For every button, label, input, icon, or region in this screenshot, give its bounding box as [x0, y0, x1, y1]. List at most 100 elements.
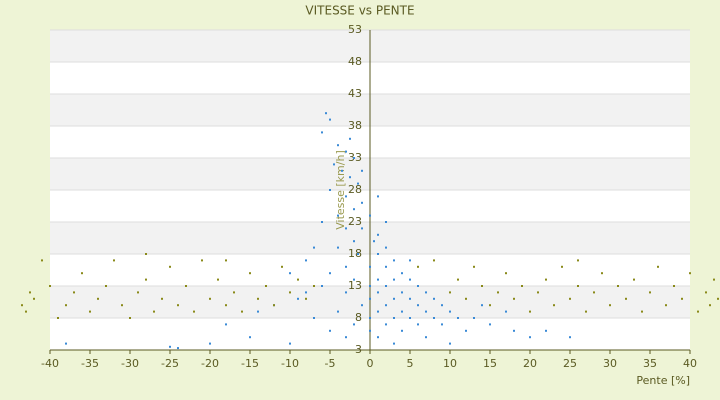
x-tick-label: -35 — [81, 357, 99, 370]
point — [449, 343, 451, 345]
point — [313, 247, 315, 249]
point — [593, 291, 595, 293]
point — [337, 311, 339, 313]
point — [513, 330, 515, 332]
point — [377, 311, 379, 313]
point — [417, 304, 419, 306]
point — [369, 317, 371, 319]
point — [21, 304, 23, 306]
point — [353, 279, 355, 281]
point — [305, 259, 307, 261]
point — [297, 298, 299, 300]
point — [25, 311, 27, 313]
y-tick-label: 28 — [348, 183, 362, 196]
point — [673, 285, 675, 287]
point — [289, 272, 291, 274]
point — [337, 247, 339, 249]
point — [681, 298, 683, 300]
point — [665, 304, 667, 306]
point — [265, 285, 267, 287]
point — [545, 330, 547, 332]
point — [577, 285, 579, 287]
point — [33, 298, 35, 300]
point — [289, 343, 291, 345]
point — [321, 131, 323, 133]
point — [577, 259, 579, 261]
point — [137, 291, 139, 293]
y-tick-label: 13 — [348, 279, 362, 292]
point — [153, 311, 155, 313]
point — [353, 240, 355, 242]
point — [357, 253, 359, 255]
point — [225, 259, 227, 261]
point — [337, 144, 339, 146]
point — [505, 311, 507, 313]
point — [385, 247, 387, 249]
point — [377, 291, 379, 293]
point — [449, 311, 451, 313]
point — [345, 266, 347, 268]
point — [145, 279, 147, 281]
point — [457, 317, 459, 319]
y-tick-label: 53 — [348, 23, 362, 36]
point — [697, 311, 699, 313]
point — [361, 304, 363, 306]
point — [41, 259, 43, 261]
point — [377, 279, 379, 281]
point — [249, 272, 251, 274]
point — [81, 272, 83, 274]
point — [585, 311, 587, 313]
point — [433, 298, 435, 300]
x-tick-label: -10 — [281, 357, 299, 370]
x-tick-label: -15 — [241, 357, 259, 370]
chart: VITESSE vs PENTE Pente [%] Vitesse [km/h… — [0, 0, 720, 400]
point — [401, 311, 403, 313]
point — [649, 291, 651, 293]
point — [393, 298, 395, 300]
point — [401, 272, 403, 274]
point — [225, 304, 227, 306]
point — [465, 298, 467, 300]
point — [473, 317, 475, 319]
point — [409, 298, 411, 300]
point — [329, 330, 331, 332]
point — [345, 336, 347, 338]
x-tick-label: -30 — [121, 357, 139, 370]
point — [385, 304, 387, 306]
point — [369, 298, 371, 300]
point — [305, 298, 307, 300]
point — [57, 317, 59, 319]
y-tick-label: 48 — [348, 55, 362, 68]
point — [561, 266, 563, 268]
point — [633, 279, 635, 281]
point — [717, 298, 719, 300]
x-tick-label: 25 — [563, 357, 577, 370]
point — [113, 259, 115, 261]
x-tick-label: 35 — [643, 357, 657, 370]
x-tick-label: 15 — [483, 357, 497, 370]
point — [353, 323, 355, 325]
point — [409, 259, 411, 261]
point — [65, 304, 67, 306]
x-tick-label: -5 — [325, 357, 336, 370]
point — [345, 227, 347, 229]
point — [177, 347, 179, 349]
point — [377, 336, 379, 338]
point — [377, 195, 379, 197]
point — [313, 285, 315, 287]
point — [409, 317, 411, 319]
point — [377, 253, 379, 255]
point — [617, 285, 619, 287]
x-axis-label: Pente [%] — [636, 374, 690, 387]
point — [329, 189, 331, 191]
point — [169, 346, 171, 348]
point — [489, 304, 491, 306]
point — [185, 285, 187, 287]
point — [49, 285, 51, 287]
point — [273, 304, 275, 306]
point — [337, 215, 339, 217]
point — [393, 343, 395, 345]
point — [529, 311, 531, 313]
y-tick-label: 8 — [355, 311, 362, 324]
point — [601, 272, 603, 274]
